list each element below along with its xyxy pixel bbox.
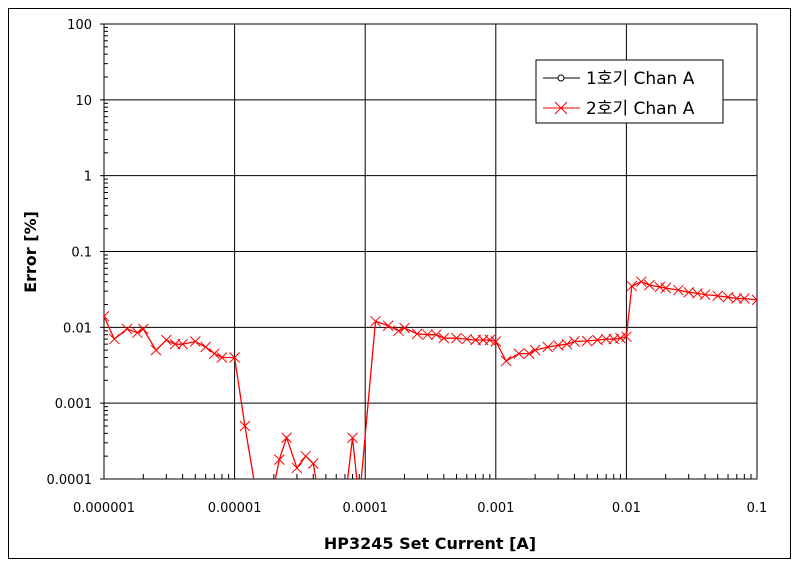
- x-axis-title: HP3245 Set Current [A]: [324, 534, 536, 553]
- data-point-marker: [731, 293, 743, 304]
- data-point-marker: [552, 339, 564, 351]
- series-layer: [104, 276, 757, 507]
- data-point-marker: [438, 332, 450, 344]
- data-point-marker: [281, 432, 292, 444]
- data-point-marker: [269, 481, 279, 491]
- legend-x-marker-icon: [554, 101, 568, 115]
- legend-circle-marker-icon: [557, 74, 565, 82]
- legend: 1호기 Chan A 2호기 Chan A: [535, 59, 724, 124]
- data-point-marker: [660, 282, 672, 294]
- legend-label-1: 1호기 Chan A: [586, 69, 695, 89]
- data-point-marker: [484, 334, 496, 346]
- data-point-marker: [751, 294, 757, 306]
- data-point-marker: [382, 320, 394, 332]
- data-point-marker: [393, 325, 404, 337]
- data-point-marker: [529, 344, 541, 356]
- data-point-marker: [461, 333, 473, 345]
- data-point-marker: [683, 286, 695, 298]
- y-tick-label: 0.0001: [47, 473, 93, 488]
- data-point-marker: [626, 280, 638, 292]
- y-tick-label: 0.01: [63, 321, 92, 336]
- legend-label-2: 2호기 Chan A: [586, 99, 695, 119]
- data-point-marker: [673, 284, 684, 296]
- data-point-marker: [229, 352, 240, 363]
- data-point-marker: [315, 497, 325, 507]
- data-point-marker: [542, 341, 554, 353]
- data-point-marker: [722, 291, 734, 303]
- data-point-marker: [523, 348, 535, 359]
- data-point-marker: [177, 338, 188, 350]
- data-point-marker: [331, 497, 341, 507]
- data-point-marker: [189, 336, 201, 347]
- data-point-marker: [500, 355, 512, 367]
- gridlines: [103, 23, 758, 480]
- data-point-marker: [160, 334, 172, 346]
- data-point-marker: [644, 279, 655, 291]
- data-point-marker: [411, 328, 423, 340]
- data-point-marker: [200, 341, 211, 353]
- data-point-marker: [451, 332, 462, 344]
- y-tick-label: 0.001: [55, 397, 92, 412]
- data-point-marker: [635, 276, 647, 288]
- y-tick-label: 10: [75, 94, 92, 109]
- data-point-marker: [150, 344, 162, 356]
- data-point-marker: [430, 329, 442, 341]
- data-point-marker: [621, 331, 632, 343]
- data-point-marker: [699, 289, 711, 300]
- data-point-marker: [608, 333, 620, 345]
- data-point-marker: [137, 323, 149, 335]
- x-tick-label: 0.00001: [208, 501, 262, 516]
- data-point-marker: [712, 290, 724, 302]
- chart-frame: [8, 8, 791, 559]
- data-point-marker: [370, 315, 381, 327]
- data-point-marker: [561, 338, 573, 350]
- data-point-marker: [273, 454, 285, 465]
- y-axis-title: Error [%]: [21, 211, 40, 293]
- data-point-marker: [569, 336, 580, 347]
- data-point-marker: [347, 432, 358, 444]
- x-tick-label: 0.0001: [342, 501, 388, 516]
- x-tick-label: 0.000001: [73, 501, 135, 516]
- data-point-marker: [422, 329, 433, 341]
- data-point-marker: [399, 322, 410, 334]
- data-point-marker: [131, 327, 143, 339]
- data-point-marker: [600, 333, 612, 345]
- data-point-marker: [490, 336, 502, 347]
- data-point-marker: [169, 338, 181, 350]
- data-point-marker: [738, 293, 750, 304]
- data-point-marker: [121, 323, 133, 335]
- data-point-marker: [291, 462, 303, 474]
- axis-ticks: [100, 23, 752, 480]
- series-line-2: [104, 280, 757, 479]
- data-point-marker: [108, 333, 120, 345]
- data-point-marker: [307, 458, 319, 469]
- y-tick-label: 0.1: [71, 246, 92, 261]
- data-point-marker: [239, 420, 251, 432]
- x-tick-label: 0.1: [747, 501, 768, 516]
- y-tick-label: 1: [84, 170, 92, 185]
- data-point-marker: [209, 348, 220, 359]
- tick-labels: 0.000001 0.00001 0.0001 0.001 0.01 0.1 100 10 1 0…: [47, 18, 768, 516]
- data-point-marker: [581, 335, 593, 347]
- data-point-marker: [104, 310, 110, 322]
- data-point-marker: [592, 334, 603, 346]
- data-point-marker: [470, 334, 481, 346]
- data-point-marker: [216, 352, 228, 363]
- data-point-marker: [513, 348, 525, 359]
- y-tick-label: 100: [67, 18, 92, 33]
- legend-box: [535, 59, 724, 124]
- x-tick-label: 0.001: [477, 501, 514, 516]
- x-tick-label: 0.01: [612, 501, 641, 516]
